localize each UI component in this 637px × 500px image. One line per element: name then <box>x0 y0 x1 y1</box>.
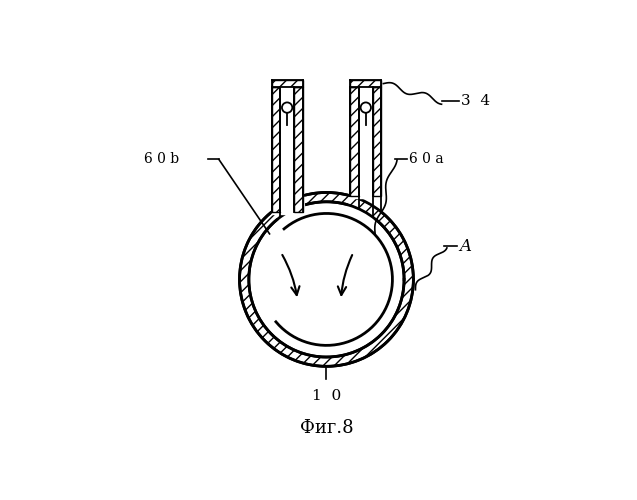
Circle shape <box>361 102 371 113</box>
Bar <box>271 87 280 212</box>
Bar <box>359 87 373 196</box>
Text: Фиг.8: Фиг.8 <box>299 420 354 438</box>
Bar <box>373 87 382 196</box>
Bar <box>350 80 382 87</box>
Bar <box>349 68 382 198</box>
Text: 6 0 b: 6 0 b <box>145 152 180 166</box>
Circle shape <box>282 102 292 113</box>
Bar <box>350 87 359 196</box>
Text: 3  4: 3 4 <box>461 94 490 108</box>
Bar <box>271 80 303 87</box>
Bar <box>271 68 304 214</box>
Circle shape <box>238 190 415 368</box>
Text: 1  0: 1 0 <box>312 389 341 403</box>
Text: 6 0 a: 6 0 a <box>409 152 444 166</box>
Wedge shape <box>240 192 413 366</box>
Bar <box>280 87 294 212</box>
Text: A: A <box>459 238 471 255</box>
Bar <box>294 87 303 212</box>
